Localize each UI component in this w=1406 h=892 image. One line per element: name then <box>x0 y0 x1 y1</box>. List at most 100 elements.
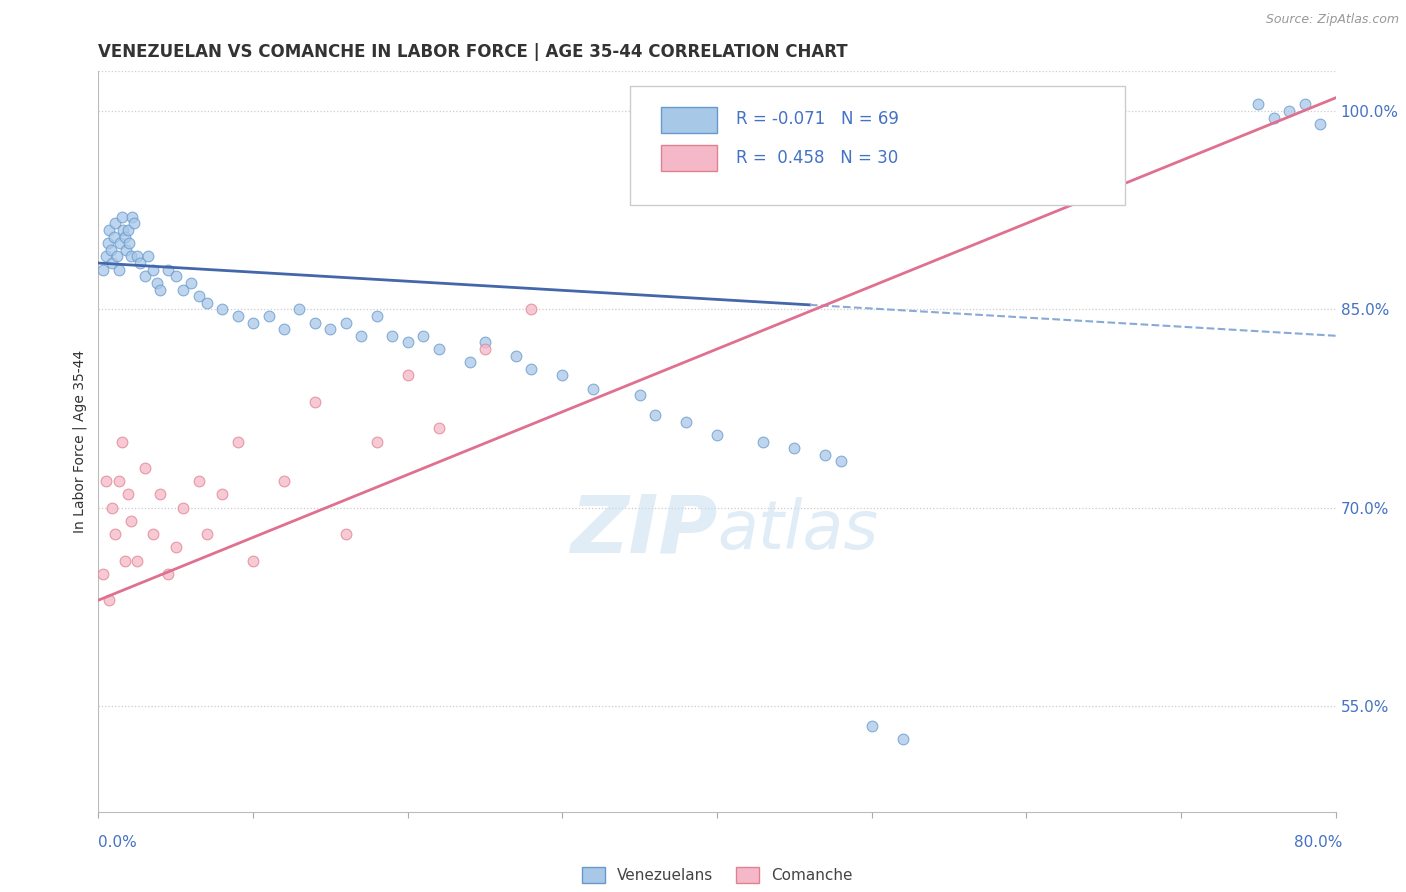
Point <box>396 335 419 350</box>
Point <box>474 342 496 356</box>
Point <box>474 335 496 350</box>
Point <box>188 289 211 303</box>
Point <box>114 553 136 567</box>
Point <box>350 328 373 343</box>
Point <box>195 295 218 310</box>
Point <box>582 382 605 396</box>
Point <box>830 454 852 468</box>
Point <box>134 269 156 284</box>
Point <box>195 527 218 541</box>
Point <box>103 229 125 244</box>
Point <box>114 229 136 244</box>
Point <box>551 368 574 383</box>
Point <box>242 316 264 330</box>
Point <box>107 474 129 488</box>
Point <box>412 328 434 343</box>
Point <box>427 342 450 356</box>
Text: 0.0%: 0.0% <box>98 836 138 850</box>
Point <box>104 527 127 541</box>
Point <box>335 527 357 541</box>
Point <box>335 316 357 330</box>
Point <box>814 448 837 462</box>
Point <box>91 566 114 581</box>
Point <box>96 474 118 488</box>
Point <box>96 249 118 264</box>
Point <box>319 322 342 336</box>
Point <box>226 434 249 449</box>
Text: ZIP: ZIP <box>569 491 717 569</box>
Point <box>134 461 156 475</box>
Point <box>127 553 149 567</box>
Point <box>127 249 149 264</box>
Point <box>752 434 775 449</box>
Point <box>891 731 914 746</box>
Point <box>1278 103 1301 118</box>
Point <box>1247 97 1270 112</box>
Text: VENEZUELAN VS COMANCHE IN LABOR FORCE | AGE 35-44 CORRELATION CHART: VENEZUELAN VS COMANCHE IN LABOR FORCE | … <box>98 44 848 62</box>
Point <box>108 236 131 251</box>
Point <box>644 408 666 422</box>
Point <box>97 236 120 251</box>
Point <box>273 322 295 336</box>
Point <box>111 210 132 224</box>
Point <box>226 309 249 323</box>
Legend: Venezuelans, Comanche: Venezuelans, Comanche <box>575 861 859 889</box>
Point <box>157 566 180 581</box>
Point <box>1309 117 1331 131</box>
Point <box>458 355 481 369</box>
Point <box>172 283 194 297</box>
Point <box>172 500 194 515</box>
Point <box>211 487 233 501</box>
Point <box>146 276 169 290</box>
Point <box>1263 111 1285 125</box>
Point <box>396 368 419 383</box>
Point <box>141 262 165 277</box>
Text: 80.0%: 80.0% <box>1295 836 1343 850</box>
Point <box>366 434 388 449</box>
FancyBboxPatch shape <box>630 87 1125 204</box>
Point <box>105 249 128 264</box>
Point <box>101 256 124 270</box>
Point <box>101 500 124 515</box>
Point <box>149 487 172 501</box>
Point <box>115 243 138 257</box>
Point <box>100 243 122 257</box>
Point <box>288 302 311 317</box>
Point <box>520 361 543 376</box>
Point <box>118 236 141 251</box>
Point <box>211 302 233 317</box>
Point <box>366 309 388 323</box>
Point <box>628 388 651 402</box>
Point <box>242 553 264 567</box>
Point <box>141 527 165 541</box>
Point <box>427 421 450 435</box>
Point <box>165 541 187 555</box>
Point <box>304 395 326 409</box>
Point <box>91 262 114 277</box>
Point <box>98 223 121 237</box>
Point <box>136 249 159 264</box>
Point <box>107 262 129 277</box>
Point <box>111 434 132 449</box>
Point <box>120 249 142 264</box>
Point <box>381 328 404 343</box>
Point <box>165 269 187 284</box>
Point <box>121 210 143 224</box>
Point <box>706 428 728 442</box>
Point <box>188 474 211 488</box>
Point <box>129 256 152 270</box>
Text: Source: ZipAtlas.com: Source: ZipAtlas.com <box>1265 13 1399 27</box>
Point <box>122 216 145 230</box>
FancyBboxPatch shape <box>661 145 717 171</box>
Point <box>257 309 280 323</box>
FancyBboxPatch shape <box>661 107 717 133</box>
Point <box>860 719 883 733</box>
Point <box>180 276 202 290</box>
Text: R =  0.458   N = 30: R = 0.458 N = 30 <box>735 149 898 167</box>
Point <box>120 514 142 528</box>
Point <box>104 216 127 230</box>
Point <box>149 283 172 297</box>
Point <box>98 593 121 607</box>
Y-axis label: In Labor Force | Age 35-44: In Labor Force | Age 35-44 <box>73 350 87 533</box>
Point <box>112 223 135 237</box>
